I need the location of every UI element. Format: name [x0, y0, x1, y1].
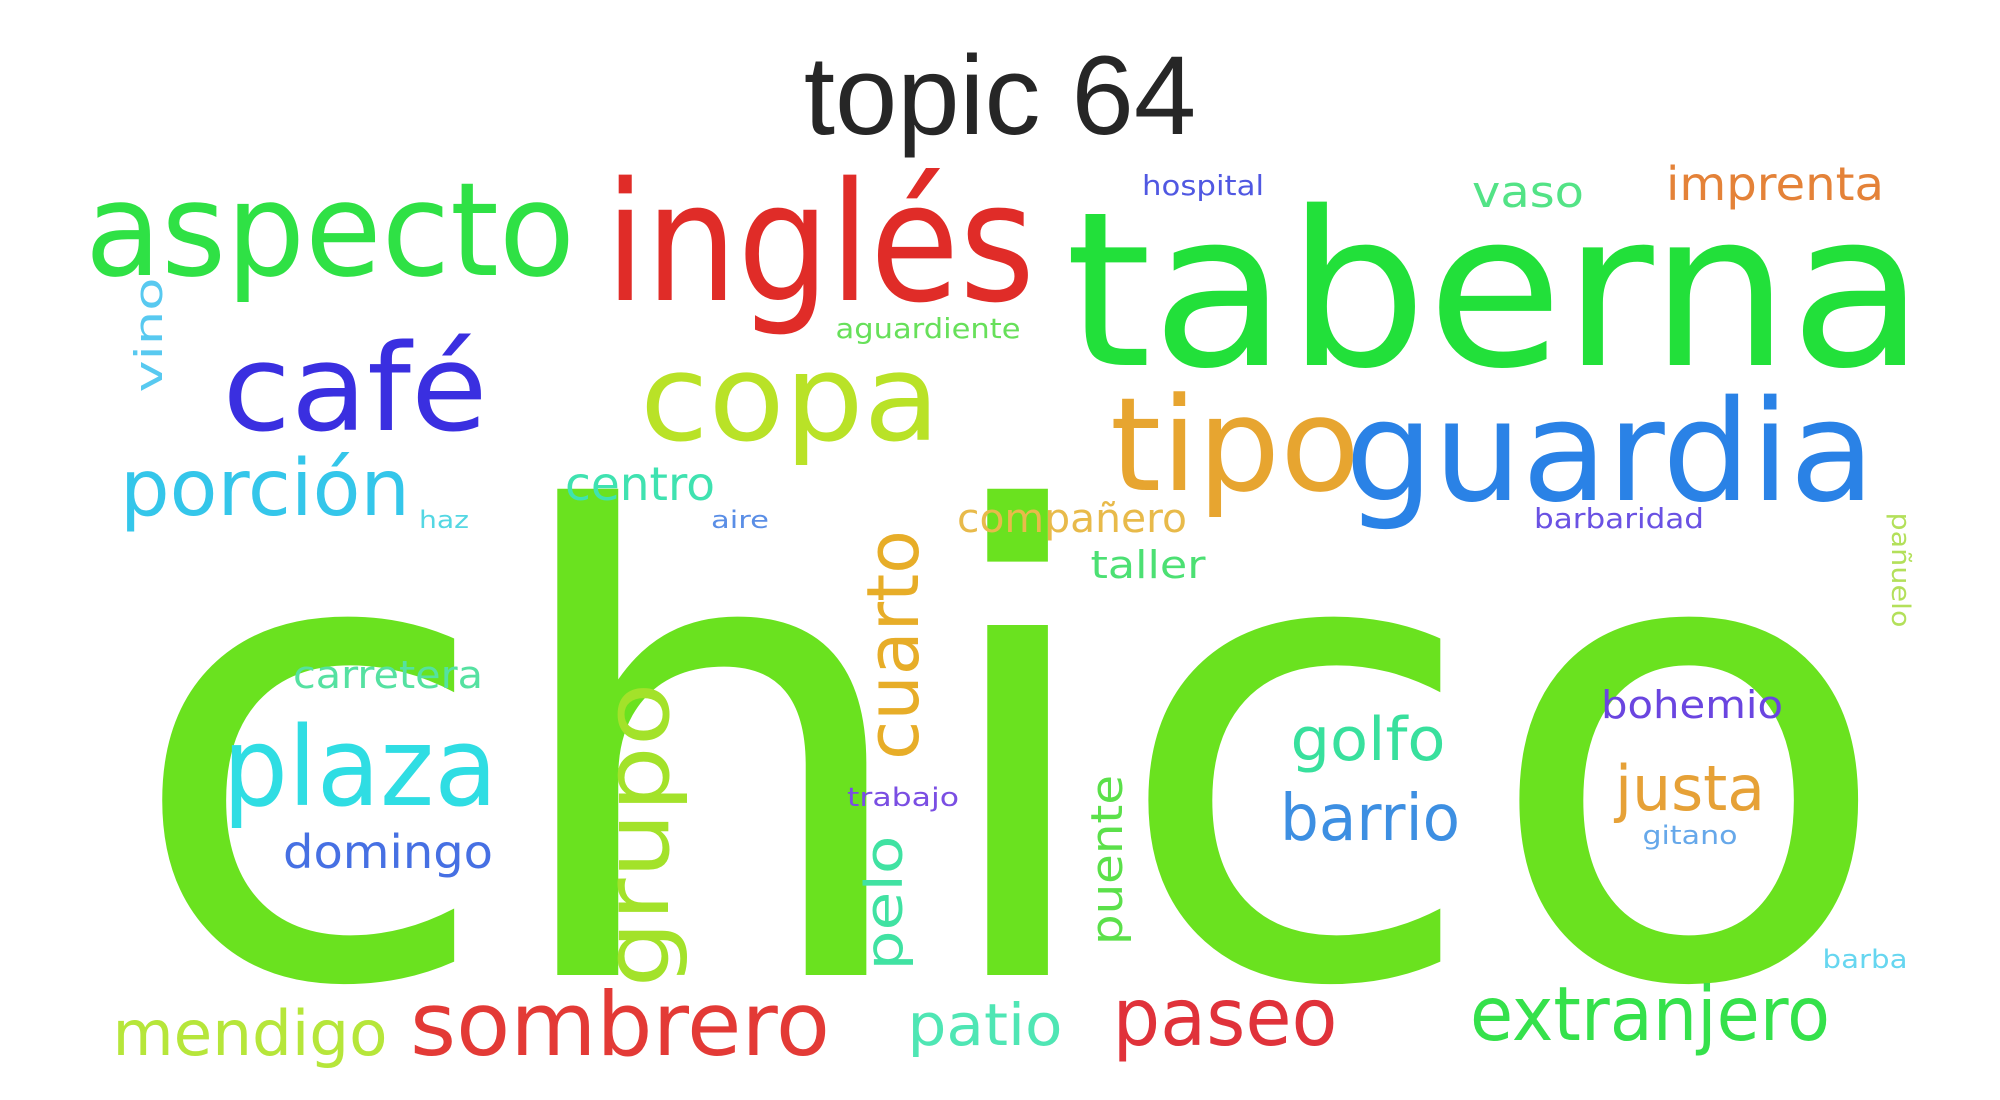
cloud-word: copa: [640, 330, 940, 469]
cloud-word: tipo: [1110, 369, 1360, 521]
cloud-word: café: [223, 320, 488, 459]
cloud-word: taller: [1091, 543, 1206, 587]
cloud-word: plaza: [223, 703, 498, 831]
cloud-word: chico: [125, 381, 1895, 1100]
cloud-word: taberna: [1065, 165, 1925, 416]
cloud-word: aspecto: [85, 154, 575, 306]
cloud-word: pañuelo: [1885, 513, 1915, 628]
cloud-word: vino: [127, 278, 171, 393]
cloud-word: barrio: [1280, 782, 1460, 856]
chart-title: topic 64: [803, 33, 1197, 158]
cloud-word: hospital: [1142, 169, 1264, 202]
cloud-word: mendigo: [113, 997, 388, 1070]
cloud-word: compañero: [957, 496, 1187, 542]
cloud-word: inglés: [605, 147, 1035, 339]
cloud-word: paseo: [1113, 971, 1338, 1064]
cloud-word: pelo: [855, 836, 915, 971]
cloud-word: domingo: [283, 825, 493, 879]
cloud-word: porción: [120, 444, 410, 534]
cloud-word: golfo: [1291, 705, 1446, 775]
cloud-word: centro: [565, 457, 715, 511]
cloud-word: trabajo: [847, 783, 959, 813]
cloud-word: imprenta: [1666, 157, 1884, 211]
cloud-word: sombrero: [410, 973, 830, 1076]
cloud-word: cuarto: [851, 530, 935, 760]
cloud-word: barba: [1823, 945, 1908, 975]
cloud-word: gitano: [1643, 821, 1738, 851]
cloud-word: aire: [711, 506, 769, 534]
cloud-word: grupo: [585, 683, 690, 988]
cloud-word: justa: [1613, 752, 1765, 825]
cloud-word: haz: [419, 506, 469, 534]
cloud-word: vaso: [1472, 167, 1584, 218]
cloud-word: patio: [908, 991, 1063, 1059]
cloud-word: puente: [1082, 775, 1133, 945]
cloud-word: carretera: [293, 653, 483, 697]
cloud-word: aguardiente: [836, 312, 1021, 345]
cloud-word: extranjero: [1470, 970, 1830, 1058]
cloud-word: guardia: [1345, 371, 1875, 534]
cloud-word: bohemio: [1601, 683, 1783, 727]
cloud-word: barbaridad: [1534, 502, 1704, 535]
